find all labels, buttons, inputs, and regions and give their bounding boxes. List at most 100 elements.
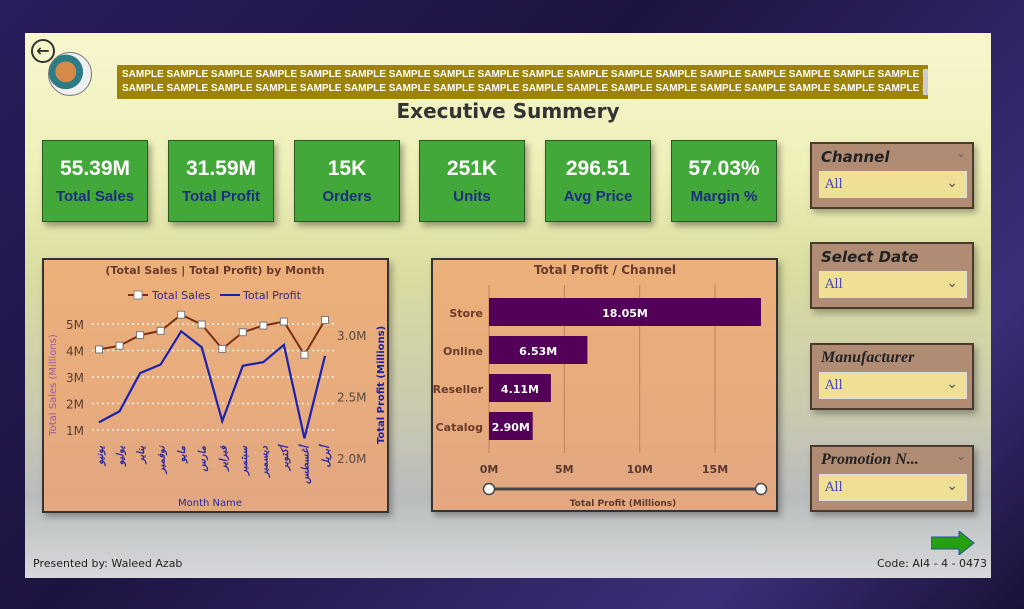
y-axis-title: Total Sales (Millions) (48, 334, 59, 437)
kpi-label: Avg Price (563, 188, 633, 205)
kpi-value: 57.03% (688, 157, 760, 180)
slicer-title: Promotion N... (821, 451, 919, 468)
bar-store (489, 298, 762, 326)
x-tick-label: أغسطس (297, 444, 311, 485)
kpi-value: 31.59M (185, 157, 257, 180)
kpi-label: Total Sales (55, 188, 135, 205)
x-tick-label: 5M (555, 463, 574, 476)
y-tick-label: Store (449, 307, 483, 320)
chevron-down-icon[interactable]: ⌄ (955, 449, 966, 463)
y-tick-label: Reseller (433, 383, 484, 396)
company-logo (48, 52, 92, 96)
kpi-units: 251K Units (419, 140, 525, 222)
sales-point (115, 341, 124, 350)
kpi-avg-price: 296.51 Avg Price (545, 140, 651, 222)
line-chart-panel: (Total Sales | Total Profit) by Month Tot… (42, 258, 389, 513)
x-tick-label: 0M (480, 463, 499, 476)
sample-banner: SAMPLE SAMPLE SAMPLE SAMPLE SAMPLE SAMPL… (117, 65, 928, 99)
dropdown-value: All (825, 177, 843, 192)
bar-chart-panel: Total Profit / Channel 0M 5M 10M 15M Store 18.… (431, 258, 778, 512)
banner-line: SAMPLE SAMPLE SAMPLE SAMPLE SAMPLE SAMPL… (122, 83, 928, 94)
chevron-down-icon[interactable]: ⌄ (955, 146, 966, 160)
x-tick-label: ديسمبر (259, 445, 270, 478)
presented-by: Presented by: Waleed Azab (33, 557, 183, 570)
channel-slicer: Channel ⌄ All ⌄ (810, 142, 974, 209)
report-canvas: ← SAMPLE SAMPLE SAMPLE SAMPLE SAMPLE SAM… (25, 33, 991, 578)
zoom-slider-handle[interactable] (754, 482, 768, 496)
y-tick-label: 4M (66, 345, 84, 359)
slicer-title: Manufacturer (821, 349, 915, 366)
bar-catalog (489, 412, 533, 440)
x-tick-label: أكتوبر (277, 444, 291, 472)
slicer-title: Channel (821, 148, 890, 166)
manufacturer-slicer: Manufacturer All ⌄ (810, 343, 974, 410)
legend-sales-label: Total Sales (151, 289, 211, 302)
chart-title: (Total Sales | Total Profit) by Month (105, 264, 324, 277)
x-tick-label: 15M (702, 463, 728, 476)
x-axis-title: Month Name (178, 498, 242, 509)
kpi-value: 251K (446, 157, 498, 180)
sales-point (136, 331, 145, 340)
y-tick-label: Online (443, 345, 483, 358)
chevron-down-icon: ⌄ (946, 175, 958, 191)
back-arrow-icon[interactable]: ← (31, 39, 55, 63)
chevron-down-icon: ⌄ (946, 478, 958, 494)
slicer-title: Select Date (821, 248, 919, 266)
page-title: Executive Summery (396, 99, 620, 123)
bar-reseller (489, 374, 551, 402)
zoom-slider-handle[interactable] (482, 482, 496, 496)
x-tick-label: سبتمبر (239, 445, 250, 476)
sales-point (218, 344, 227, 353)
kpi-value: 296.51 (565, 157, 631, 180)
kpi-orders: 15K Orders (294, 140, 400, 222)
kpi-label: Orders (322, 188, 372, 205)
data-label: 4.11M (501, 383, 539, 396)
kpi-total-sales: 55.39M Total Sales (42, 140, 148, 222)
sales-profit-line-chart: (Total Sales | Total Profit) by Month Tot… (48, 264, 387, 509)
data-label: 18.05M (602, 307, 648, 320)
sales-point (177, 310, 186, 319)
x-tick-label: فبراير (218, 445, 229, 473)
promotion-slicer: Promotion N... ⌄ All ⌄ (810, 445, 974, 512)
sales-point (300, 350, 309, 359)
x-tick-label: مارس (198, 445, 209, 472)
dropdown-value: All (825, 378, 843, 393)
sales-line (98, 313, 326, 357)
channel-dropdown[interactable]: All ⌄ (819, 171, 967, 198)
x-tick-label: مايو (177, 445, 188, 464)
x-tick-label: يونيو (95, 446, 106, 467)
promotion-dropdown[interactable]: All ⌄ (819, 474, 967, 501)
next-arrow-icon[interactable] (931, 531, 975, 555)
y2-tick-label: 2.5M (337, 391, 366, 405)
date-dropdown[interactable]: All ⌄ (819, 271, 967, 298)
manufacturer-dropdown[interactable]: All ⌄ (819, 372, 967, 399)
x-tick-label: أبريل (318, 444, 332, 468)
kpi-value: 55.39M (59, 157, 131, 180)
profit-by-channel-bar-chart: Total Profit / Channel 0M 5M 10M 15M Store 18.… (433, 263, 768, 509)
kpi-label: Units (453, 188, 491, 205)
y2-tick-label: 3.0M (337, 329, 366, 343)
dropdown-value: All (825, 480, 843, 495)
y-tick-label: 3M (66, 371, 84, 385)
y-tick-label: 5M (66, 318, 84, 332)
x-tick-label: يوليو (116, 446, 127, 467)
banner-scrollbar[interactable] (923, 69, 928, 95)
data-label: 2.90M (492, 421, 530, 434)
y-tick-label: 2M (66, 398, 84, 412)
data-label: 6.53M (519, 345, 557, 358)
sales-point (156, 326, 165, 335)
x-tick-label: 10M (627, 463, 653, 476)
report-code: Code: AI4 - 4 - 0473 (877, 557, 988, 570)
kpi-label: Margin % (690, 188, 758, 205)
sales-point (95, 345, 103, 354)
date-slicer: Select Date All ⌄ (810, 242, 974, 309)
sales-point (259, 321, 268, 330)
y2-axis-title: Total Profit (Millions) (376, 326, 387, 444)
chart-title: Total Profit / Channel (534, 263, 676, 277)
y-tick-label: 1M (66, 424, 84, 438)
x-tick-label: يناير (136, 446, 147, 465)
kpi-value: 15K (327, 157, 367, 180)
banner-line: SAMPLE SAMPLE SAMPLE SAMPLE SAMPLE SAMPL… (122, 69, 928, 80)
sales-point (321, 316, 329, 325)
y2-tick-label: 2.0M (337, 452, 366, 466)
